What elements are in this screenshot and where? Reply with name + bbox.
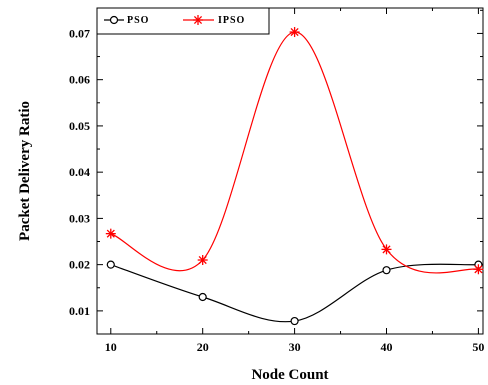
plot-frame: [96, 7, 484, 335]
legend-pso-label: PSO: [127, 15, 149, 26]
pso-point: [382, 266, 391, 275]
series-group: [105, 27, 484, 326]
pso-point: [198, 292, 207, 302]
y-tick-label: 0.07: [69, 26, 90, 40]
ipso-point: [105, 228, 116, 239]
ipso-point: [381, 244, 392, 255]
x-tick-label: 10: [105, 340, 117, 354]
y-tick-label: 0.06: [69, 73, 90, 87]
legend-box: [96, 7, 270, 35]
ipso-point: [289, 27, 300, 38]
pso-point: [290, 316, 299, 326]
pso-line: [110, 263, 479, 323]
x-axis-title: Node Count: [251, 367, 328, 383]
x-tick-label: 50: [472, 340, 484, 354]
legend-ipso-marker: [193, 15, 203, 25]
ipso-line: [110, 31, 479, 274]
y-tick-label: 0.02: [69, 258, 90, 272]
legend-ipso-star: [193, 15, 203, 25]
x-tick-label: 40: [381, 340, 393, 354]
legend-ipso-label: IPSO: [218, 15, 245, 26]
y-tick-label: 0.03: [69, 211, 90, 225]
x-tick-label: 20: [197, 340, 209, 354]
pso-point: [106, 260, 115, 269]
y-axis-title: Packet Delivery Ratio: [17, 101, 33, 241]
legend: PSO IPSO: [96, 7, 270, 35]
legend-pso-marker: [109, 15, 119, 25]
ipso-point: [197, 255, 208, 266]
x-tick-label: 30: [289, 340, 301, 354]
ipso-point: [473, 264, 484, 275]
axis-ticks: 10 20 30 40 50 0.01 0.02 0.03 0.04 0.05 0.06 0.07: [69, 8, 484, 354]
y-tick-label: 0.04: [69, 165, 90, 179]
y-tick-label: 0.01: [69, 304, 90, 318]
y-tick-label: 0.05: [69, 119, 90, 133]
